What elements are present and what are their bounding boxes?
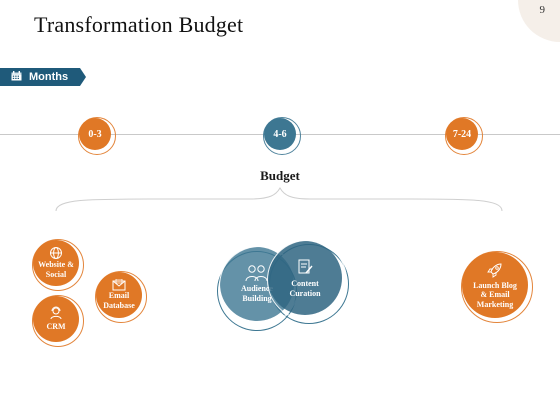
timeline-node-label: 7-24 (452, 128, 472, 140)
timeline-node-0-3: 0-3 (79, 118, 111, 150)
item-content-curation: Content Curation (268, 241, 342, 315)
item-launch-blog: Launch Blog & Email Marketing (462, 252, 528, 318)
timeline-node-4-6: 4-6 (264, 118, 296, 150)
item-website-social: Website & Social (33, 240, 79, 286)
document-edit-icon (297, 258, 313, 276)
months-tag: Months (0, 68, 86, 86)
item-label: Content Curation (289, 278, 321, 298)
page-number-badge: 9 (518, 0, 560, 42)
rocket-icon (486, 261, 504, 279)
page-number: 9 (539, 4, 546, 16)
item-label: Email Database (103, 291, 135, 310)
item-label: CRM (46, 322, 66, 332)
budget-brace (55, 186, 503, 212)
item-label: Website & Social (38, 260, 74, 279)
calendar-icon (11, 70, 22, 84)
months-label: Months (29, 71, 69, 83)
envelope-icon (112, 279, 126, 291)
timeline-node-label: 4-6 (273, 128, 287, 140)
timeline-node-label: 0-3 (88, 128, 102, 140)
timeline-node-7-24: 7-24 (446, 118, 478, 150)
globe-icon (49, 246, 63, 260)
budget-label: Budget (260, 168, 300, 183)
user-headset-icon (49, 306, 63, 320)
item-crm: CRM (33, 296, 79, 342)
item-label: Launch Blog & Email Marketing (473, 280, 517, 309)
item-email-database: Email Database (96, 272, 142, 318)
page-title: Transformation Budget (34, 12, 244, 37)
